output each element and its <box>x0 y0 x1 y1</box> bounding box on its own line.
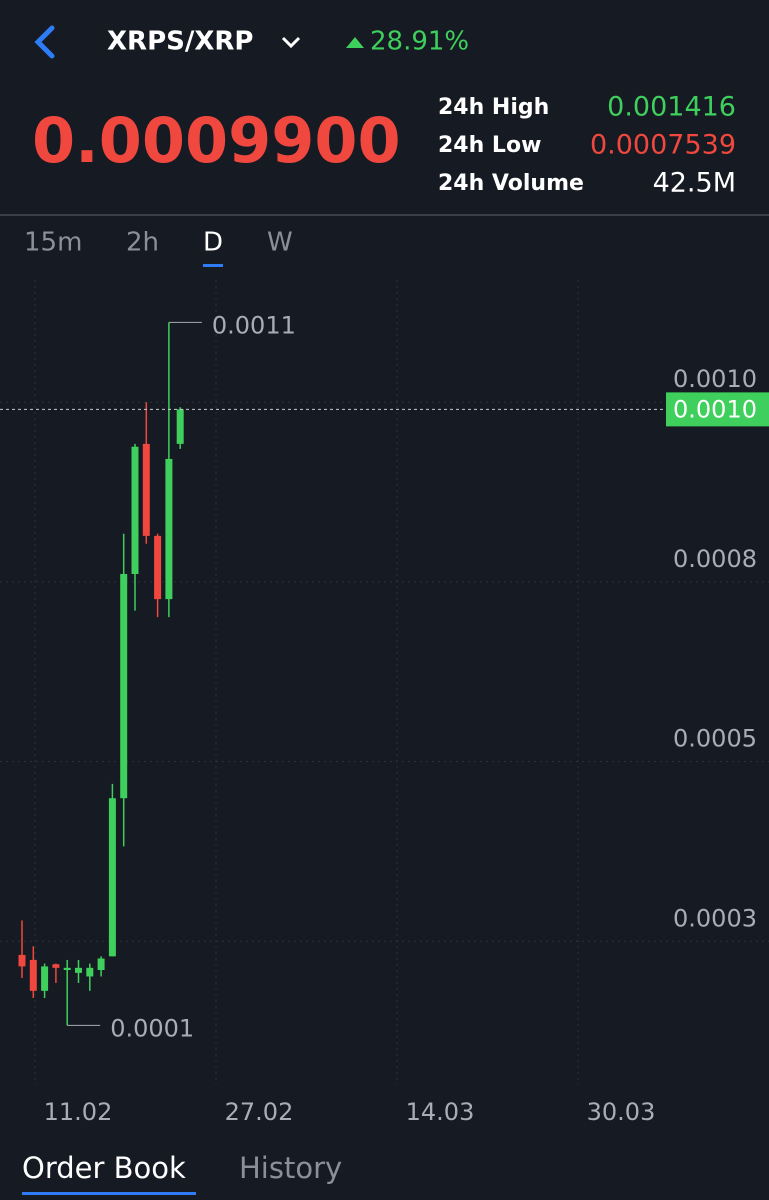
candle-body <box>154 535 162 600</box>
candle-body <box>108 798 116 957</box>
candle-body <box>142 443 150 536</box>
timeframe[interactable]: D <box>203 228 223 258</box>
stat-label: 24h High <box>438 95 549 120</box>
candle-body <box>131 446 139 574</box>
candle-body <box>29 959 37 991</box>
stat-label: 24h Volume <box>438 171 584 196</box>
timeframe[interactable]: 2h <box>126 228 159 258</box>
stat-value: 0.001416 <box>607 92 736 123</box>
x-tick-label: 14.03 <box>406 1098 475 1126</box>
candle-body <box>75 967 82 973</box>
x-tick-label: 27.02 <box>225 1098 294 1126</box>
pair[interactable]: XRPS/XRP <box>107 27 253 57</box>
x-tick-label: 11.02 <box>44 1098 113 1126</box>
y-tick-label: 0.0003 <box>673 904 757 932</box>
current-price-label: 0.0010 <box>673 395 757 423</box>
y-tick-label: 0.0005 <box>673 725 757 753</box>
tab-underline <box>22 1192 196 1195</box>
y-tick-label: 0.0010 <box>673 365 757 393</box>
candle-body <box>86 967 94 977</box>
candle-body <box>18 954 26 967</box>
timeframe[interactable]: 15m <box>24 228 82 258</box>
current-price-box <box>666 392 769 427</box>
candle-body <box>41 966 49 991</box>
stat-label: 24h Low <box>438 133 541 158</box>
candle-body <box>52 964 60 968</box>
back-button[interactable] <box>34 25 55 59</box>
change: 28.91% <box>370 27 469 57</box>
timeframe-underline <box>203 264 223 267</box>
candle-body <box>165 458 173 600</box>
candle-body <box>97 958 105 970</box>
timeframe[interactable]: W <box>267 228 293 258</box>
candle-body <box>63 967 71 970</box>
y-tick-label: 0.0008 <box>673 545 757 573</box>
candle-body <box>176 409 184 444</box>
pair-dropdown[interactable] <box>281 36 301 49</box>
tab[interactable]: Order Book <box>22 1151 186 1185</box>
stat-value: 0.0007539 <box>590 130 736 161</box>
price: 0.0009900 <box>32 104 401 177</box>
min-label: 0.0001 <box>110 1014 194 1042</box>
tab[interactable]: History <box>239 1151 342 1185</box>
up-arrow <box>346 37 364 48</box>
x-tick-label: 30.03 <box>587 1098 656 1126</box>
stat-value: 42.5M <box>653 168 736 199</box>
max-label: 0.0011 <box>212 311 296 339</box>
candle-body <box>120 573 128 799</box>
